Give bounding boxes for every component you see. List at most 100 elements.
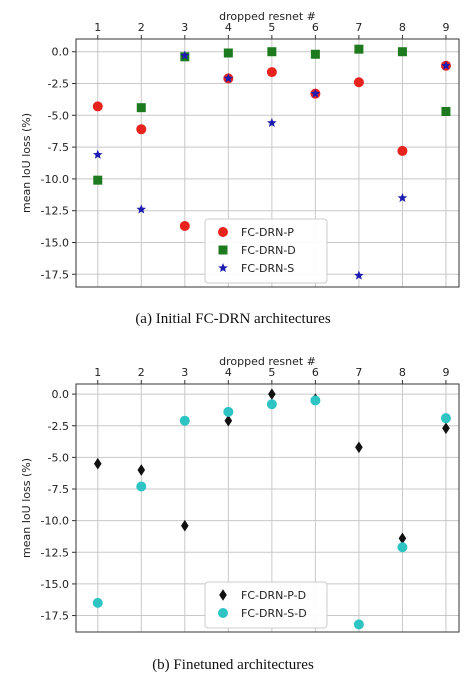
x-tick-label: 9 — [442, 366, 449, 379]
x-tick-label: 6 — [312, 21, 319, 34]
legend-box — [204, 581, 328, 629]
y-tick-label: -10.0 — [41, 173, 69, 186]
data-point — [266, 67, 277, 78]
legend: FC-DRN-P-D FC-DRN-S-D — [204, 581, 328, 629]
legend-marker — [218, 263, 228, 273]
x-tick-label: 4 — [225, 366, 232, 379]
data-point — [355, 441, 363, 454]
y-axis-label: mean IoU loss (%) — [20, 458, 33, 558]
data-point — [441, 106, 451, 116]
legend-marker — [218, 245, 228, 255]
data-point — [137, 464, 146, 476]
x-tick-label: 5 — [268, 366, 275, 379]
data-point — [136, 204, 147, 214]
y-tick-label: -5.0 — [48, 451, 69, 464]
x-tick-label: 7 — [355, 366, 362, 379]
legend-marker — [218, 608, 228, 618]
x-tick-label: 1 — [94, 366, 101, 379]
y-tick-label: -17.5 — [41, 610, 69, 623]
caption-b: (b) Finetuned architectures — [152, 657, 314, 673]
y-tick-label: -17.5 — [41, 268, 69, 281]
data-point — [353, 619, 364, 630]
y-tick-label: -12.5 — [41, 546, 69, 559]
data-point — [92, 597, 103, 608]
plot-frame — [75, 38, 460, 288]
x-tick-label: 3 — [181, 21, 188, 34]
y-tick-label: -12.5 — [41, 205, 69, 218]
x-tick-label: 5 — [268, 21, 275, 34]
data-point — [442, 422, 450, 435]
data-point — [310, 88, 321, 98]
x-tick-label: 1 — [94, 21, 101, 34]
chart-finetuned-architectures: 1 2 3 4 5 6 7 8 9 0.0 -2.5 -5.0 -7.5 -10.0 -12.5 -15.0 -… — [20, 355, 460, 633]
legend-label: FC-DRN-D — [241, 244, 296, 257]
data-point — [440, 413, 451, 424]
data-point — [136, 124, 147, 135]
x-tick-label: 8 — [399, 21, 406, 34]
series-fc-drn-s — [93, 50, 451, 280]
data-point — [354, 44, 364, 54]
data-point — [93, 149, 103, 159]
data-point — [397, 542, 408, 553]
data-point — [310, 395, 321, 406]
data-point — [223, 48, 233, 58]
legend-label: FC-DRN-S — [241, 262, 294, 275]
x-tick-label: 6 — [312, 366, 319, 379]
data-point — [354, 270, 364, 280]
y-tick-label: -15.0 — [41, 236, 69, 249]
y-tick-label: -7.5 — [48, 141, 69, 154]
y-tick-label: -2.5 — [48, 420, 69, 433]
data-point — [181, 519, 189, 532]
y-tick-label: -5.0 — [48, 109, 69, 122]
data-point — [397, 47, 407, 57]
data-point — [441, 60, 451, 70]
legend: FC-DRN-P FC-DRN-D FC-DRN-S — [204, 218, 328, 284]
y-tick-label: -10.0 — [41, 515, 69, 528]
legend-label: FC-DRN-S-D — [241, 607, 307, 620]
legend-label: FC-DRN-P-D — [241, 589, 306, 602]
x-tick-label: 4 — [225, 21, 232, 34]
y-tick-label: -7.5 — [48, 483, 69, 496]
data-point — [179, 220, 190, 231]
x-tick-label: 9 — [442, 21, 449, 34]
chart-initial-architectures: 1 2 3 4 5 6 7 8 9 0.0 -2.5 -5.0 -7.5 -10.0 -12.5 -15.0 -… — [20, 10, 460, 288]
plot-frame — [75, 383, 460, 633]
y-tick-label: -15.0 — [41, 578, 69, 591]
data-point — [93, 175, 103, 185]
x-axis-label: dropped resnet # — [219, 10, 316, 23]
data-point — [397, 145, 408, 156]
y-tick-label: -2.5 — [48, 78, 69, 91]
data-point — [223, 73, 234, 83]
data-point — [180, 50, 190, 60]
x-tick-label: 2 — [138, 366, 145, 379]
legend-box — [204, 218, 328, 284]
x-tick-label: 7 — [355, 21, 362, 34]
data-point — [310, 49, 320, 59]
data-point — [268, 388, 276, 400]
data-point — [223, 406, 234, 417]
data-point — [267, 47, 277, 57]
data-point — [224, 414, 233, 427]
series-fc-drn-s-d — [92, 395, 451, 630]
data-point — [179, 415, 190, 426]
legend-label: FC-DRN-P — [241, 226, 294, 239]
data-point — [93, 457, 102, 470]
x-tick-label: 2 — [138, 21, 145, 34]
data-point — [136, 103, 146, 113]
legend-marker — [218, 227, 228, 237]
data-point — [136, 481, 147, 492]
y-tick-label: 0.0 — [52, 388, 70, 401]
y-axis-label: mean IoU loss (%) — [20, 113, 33, 213]
data-point — [92, 101, 103, 112]
x-tick-label: 3 — [181, 366, 188, 379]
data-point — [353, 77, 364, 88]
caption-a: (a) Initial FC-DRN architectures — [135, 311, 331, 327]
x-axis-label: dropped resnet # — [219, 355, 316, 368]
data-point — [266, 399, 277, 410]
data-point — [398, 532, 407, 545]
data-point — [397, 192, 408, 203]
data-point — [267, 117, 277, 127]
y-tick-label: 0.0 — [52, 46, 70, 59]
x-tick-label: 8 — [399, 366, 406, 379]
